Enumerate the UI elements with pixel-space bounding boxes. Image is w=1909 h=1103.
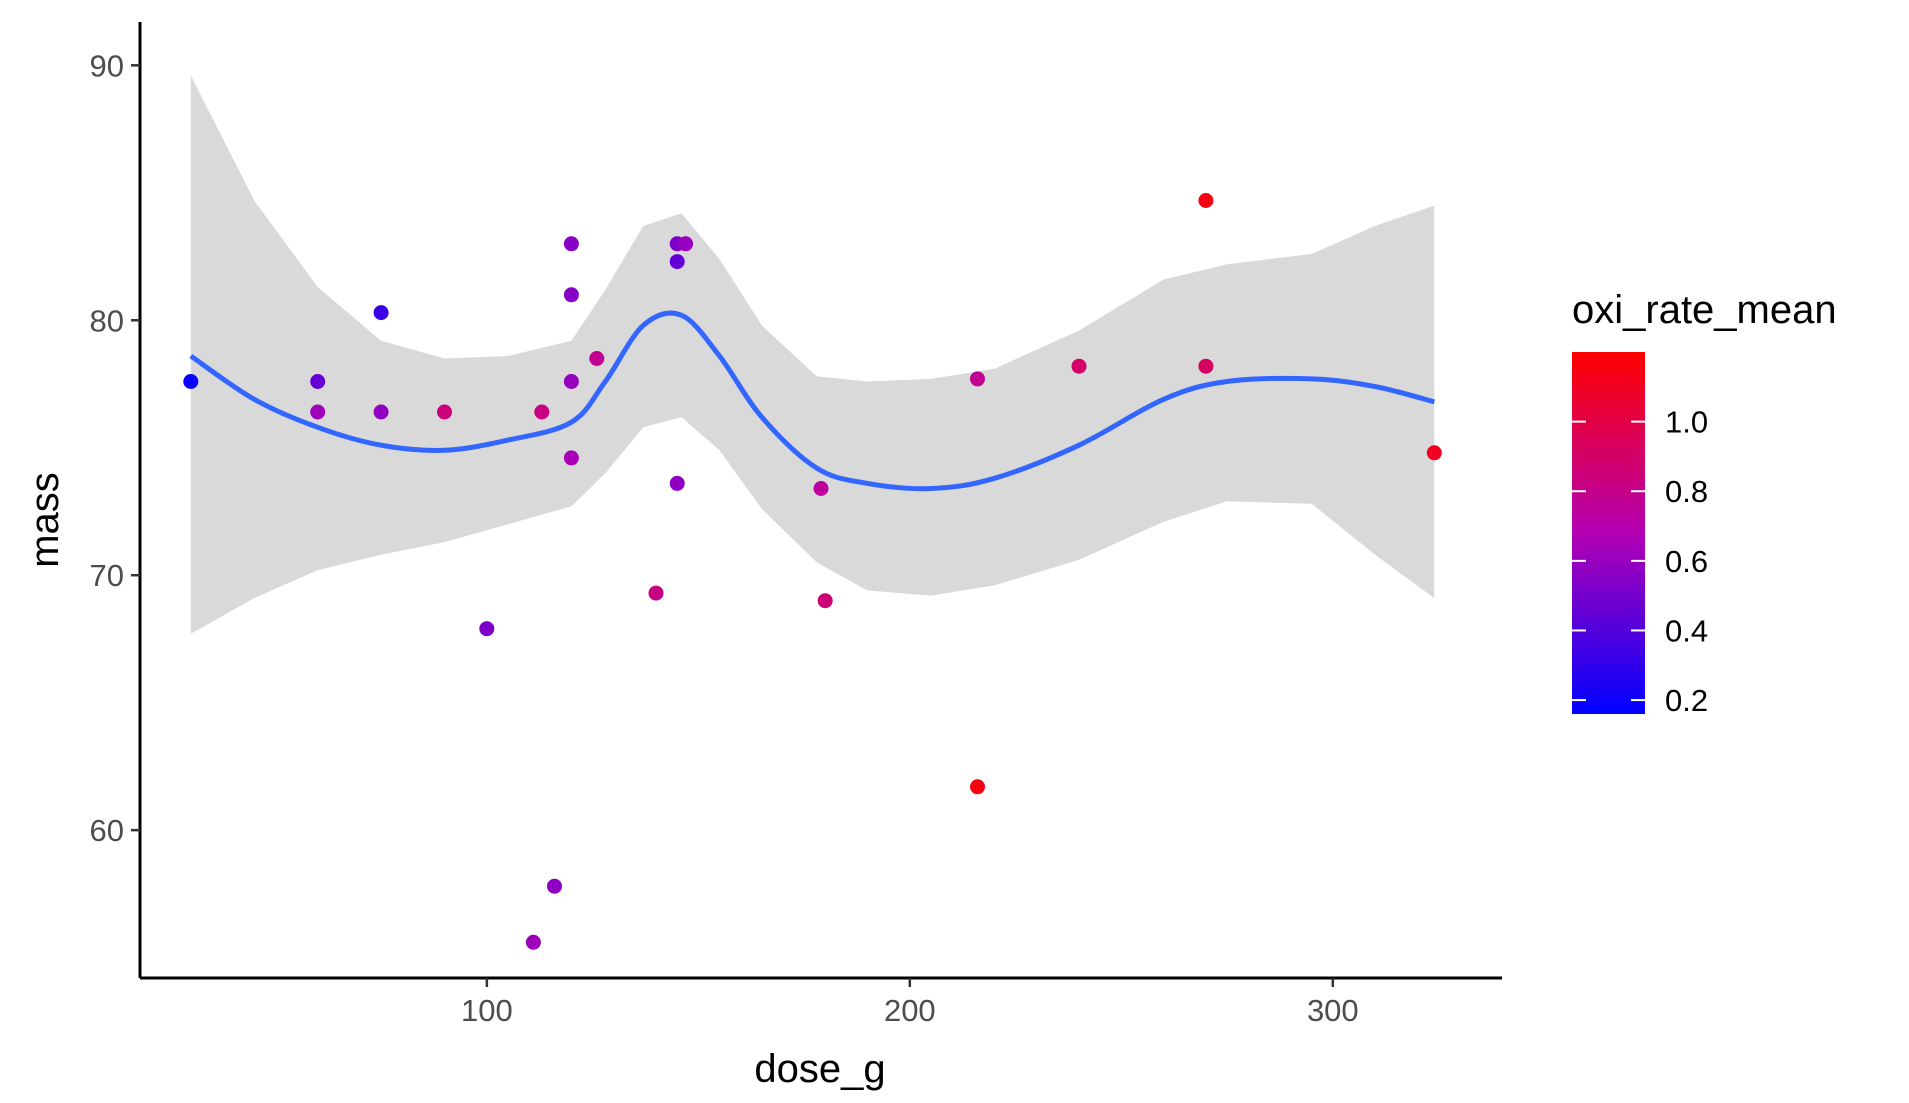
x-ticks: 100 200 300 (461, 978, 1359, 1028)
legend-colorbar (1572, 352, 1645, 714)
plot-area (183, 75, 1442, 950)
data-point (373, 404, 389, 420)
y-tick-label: 70 (90, 558, 124, 593)
x-tick-label: 200 (884, 993, 936, 1028)
confidence-ribbon (190, 75, 1435, 634)
data-point (310, 374, 326, 389)
legend-tick-label: 1.0 (1665, 405, 1708, 440)
color-legend: oxi_rate_mean 0.2 0.4 0.6 0.8 1.0 (1572, 288, 1837, 718)
data-point (563, 287, 579, 303)
y-tick-label: 80 (90, 303, 124, 338)
x-tick-label: 100 (461, 993, 513, 1028)
smooth-line (189, 310, 1435, 492)
y-ticks: 60 70 80 90 (90, 48, 140, 848)
legend-tick-label: 0.8 (1665, 474, 1708, 509)
smooth-line-layer (189, 310, 1435, 492)
data-point (183, 374, 199, 389)
legend-tick-label: 0.4 (1665, 613, 1708, 648)
data-point (547, 878, 562, 894)
x-axis-title: dose_g (754, 1047, 885, 1091)
data-point (534, 404, 550, 420)
legend-title: oxi_rate_mean (1572, 288, 1837, 332)
confidence-ribbon-layer (190, 75, 1435, 634)
data-point (669, 475, 685, 491)
data-point (817, 593, 833, 609)
data-point (479, 621, 495, 637)
point-layer (183, 193, 1442, 950)
axes: 100 200 300 60 70 80 90 (90, 22, 1502, 1028)
data-point (563, 236, 579, 252)
data-point (648, 585, 664, 601)
data-point (1198, 193, 1214, 208)
data-point (310, 404, 326, 420)
data-point (1426, 445, 1442, 461)
legend-tick-label: 0.6 (1665, 544, 1708, 579)
y-tick-label: 90 (90, 48, 124, 83)
data-point (373, 305, 389, 321)
data-point (589, 351, 605, 366)
data-point (1198, 358, 1214, 374)
x-tick-label: 300 (1307, 993, 1359, 1028)
data-point (1071, 358, 1087, 374)
data-point (669, 254, 685, 270)
y-tick-label: 60 (90, 813, 124, 848)
data-point (970, 371, 985, 387)
data-point (563, 450, 579, 466)
data-point (437, 404, 452, 420)
legend-tick-label: 0.2 (1665, 683, 1708, 718)
data-point (563, 374, 579, 389)
data-point (525, 934, 541, 950)
data-point (678, 236, 694, 252)
y-axis-title: mass (23, 472, 67, 568)
legend-ticks: 0.2 0.4 0.6 0.8 1.0 (1572, 405, 1708, 718)
data-point (970, 779, 985, 795)
data-point (813, 481, 829, 496)
